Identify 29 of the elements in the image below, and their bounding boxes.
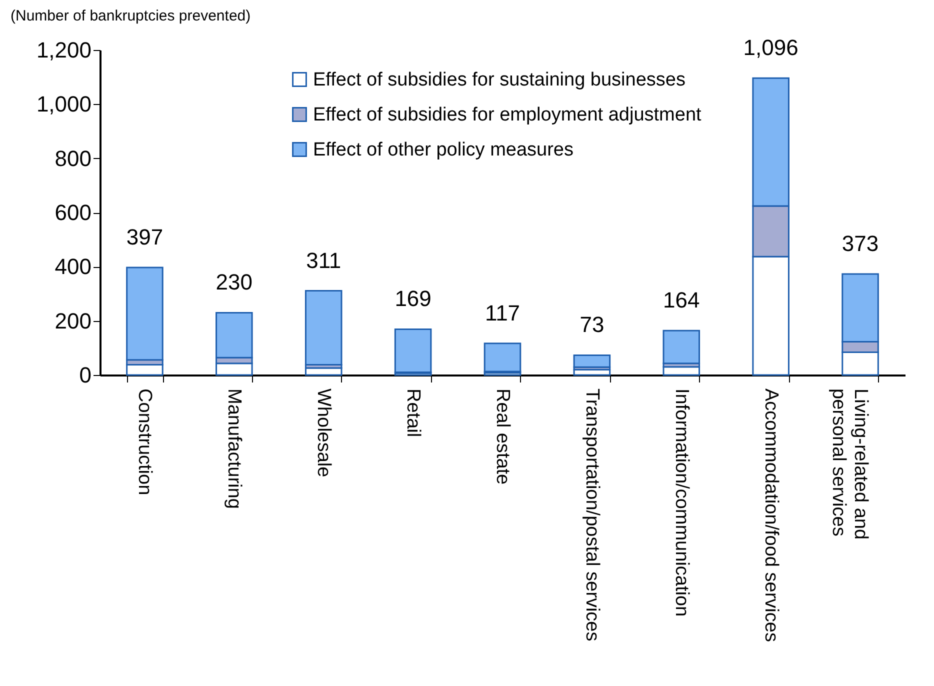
y-tick-label: 0 <box>79 362 92 388</box>
y-tick-label: 200 <box>54 308 92 334</box>
y-tick-label: 800 <box>54 146 92 171</box>
x-tick-label: Construction <box>134 388 156 496</box>
x-tick-label: Real estate <box>492 388 513 485</box>
x-tick-label: Transportation/postal services <box>581 388 602 642</box>
x-tick-label: Living-related and personal services <box>828 388 871 540</box>
total-label: 373 <box>842 230 879 256</box>
total-label: 164 <box>663 288 700 313</box>
total-label: 311 <box>306 248 342 273</box>
x-tick-label: Wholesale <box>313 388 334 478</box>
legend-label: Effect of subsidies for sustaining businesses <box>313 70 686 90</box>
total-label: 169 <box>394 286 432 312</box>
y-axis-title: (Number of bankruptcies prevented) <box>10 8 251 24</box>
total-label: 117 <box>484 300 520 326</box>
total-label: 1,096 <box>743 35 798 60</box>
legend-label: Effect of other policy measures <box>313 140 574 160</box>
y-tick-label: 1,200 <box>36 38 92 62</box>
total-label: 397 <box>126 224 164 250</box>
legend-label: Effect of subsidies for employment adjustment <box>313 104 702 126</box>
y-tick-label: 1,000 <box>36 92 92 117</box>
y-tick-label: 600 <box>54 200 92 225</box>
y-tick-label: 400 <box>54 254 92 280</box>
total-label: 230 <box>216 270 253 295</box>
x-tick-label: Manufacturing <box>224 388 245 509</box>
x-tick-label: Retail <box>402 388 424 438</box>
x-tick-label: Accommodation/food services <box>760 388 782 642</box>
x-tick-label: Information/communication <box>670 388 692 617</box>
total-label: 73 <box>580 312 604 338</box>
